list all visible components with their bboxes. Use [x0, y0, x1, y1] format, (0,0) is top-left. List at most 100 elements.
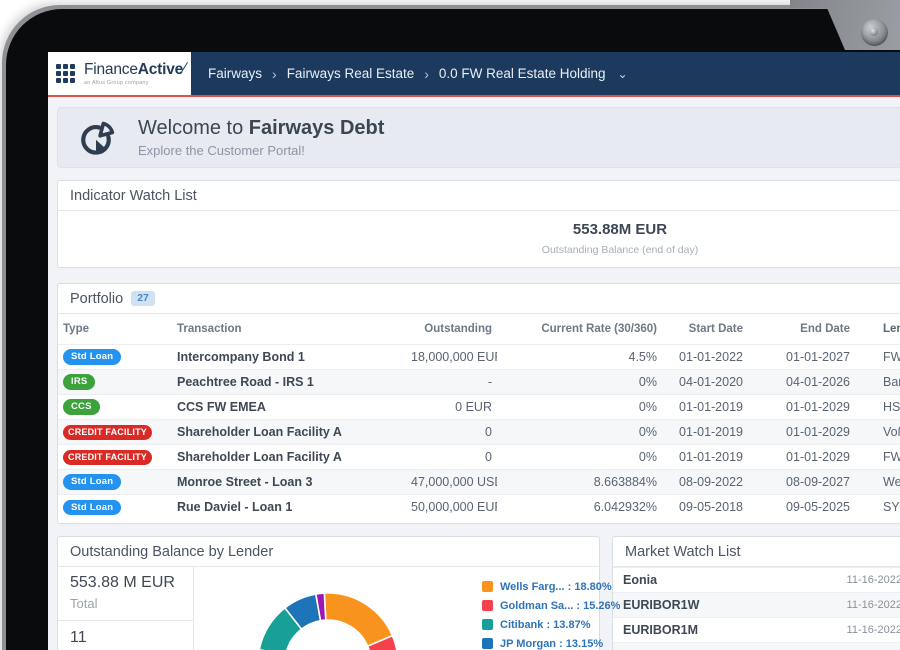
total-outstanding-value: 553.88 M EUR: [70, 574, 175, 591]
indicator-watch-list-body: 553.88M EUR Outstanding Balance (end of …: [58, 211, 900, 267]
lender-name: Voßberg: [855, 418, 900, 444]
legend-swatch: [482, 619, 493, 630]
index-name: EURIBOR1M: [623, 623, 699, 637]
legend-label: Goldman Sa... : 15.26%: [500, 599, 621, 612]
legend-swatch: [482, 600, 493, 611]
column-header-type[interactable]: Type: [63, 322, 89, 335]
legend-item[interactable]: JP Morgan : 13.15%: [482, 634, 620, 650]
end-date: 01-01-2029: [748, 443, 855, 469]
table-row[interactable]: Std Loan Intercompany Bond 1 18,000,000 …: [58, 343, 900, 369]
portfolio-header: Portfolio 27: [58, 284, 900, 314]
start-date: 01-01-2022: [662, 343, 748, 369]
brand-logo[interactable]: FinanceActive∕ an Altus Group company: [84, 60, 186, 87]
legend-item[interactable]: Citibank : 13.87%: [482, 615, 620, 634]
outstanding-value: -: [406, 368, 497, 394]
market-watch-list-title: Market Watch List: [613, 537, 900, 567]
column-header-start-date[interactable]: Start Date: [688, 322, 743, 335]
breadcrumb: Fairways › Fairways Real Estate › 0.0 FW…: [191, 52, 900, 95]
portfolio-table-header-row: Type Transaction Outstanding Current Rat…: [58, 314, 900, 344]
chevron-right-icon: ›: [272, 65, 277, 82]
index-name: EURIBOR1W: [623, 598, 700, 612]
legend-item[interactable]: Wells Farg... : 18.80%: [482, 577, 620, 596]
list-item[interactable]: Eonia 11-16-2022: [613, 567, 900, 592]
indicator-card[interactable]: 553.88M EUR Outstanding Balance (end of …: [510, 221, 730, 256]
list-item[interactable]: EURIBOR1M 11-16-2022: [613, 617, 900, 642]
brand-tagline: an Altus Group company: [84, 80, 149, 87]
indicator-watch-list-panel: Indicator Watch List 553.88M EUR Outstan…: [57, 180, 900, 268]
table-row[interactable]: Std Loan Rue Daviel - Loan 1 50,000,000 …: [58, 493, 900, 519]
lender-name: FW: [855, 343, 900, 369]
type-badge: Std Loan: [63, 349, 122, 365]
breadcrumb-item-holding[interactable]: 0.0 FW Real Estate Holding: [438, 66, 606, 81]
lender-name: Barclays: [855, 368, 900, 394]
index-date: 11-16-2022: [846, 624, 900, 636]
portfolio-title: Portfolio: [70, 290, 124, 307]
logo-container: FinanceActive∕ an Altus Group company: [48, 52, 191, 95]
logo-slash-icon: ∕: [183, 59, 186, 79]
lender-stats: 553.88 M EUR Total 11: [58, 567, 194, 650]
lender-donut-chart[interactable]: [58, 567, 599, 650]
table-row[interactable]: CREDIT FACILITY Shareholder Loan Facilit…: [58, 418, 900, 444]
donut-legend: Wells Farg... : 18.80% Goldman Sa... : 1…: [482, 577, 620, 650]
apps-grid-icon[interactable]: [56, 64, 75, 83]
table-row[interactable]: CREDIT FACILITY Shareholder Loan Facilit…: [58, 443, 900, 469]
portfolio-count-badge: 27: [131, 291, 155, 306]
legend-label: Citibank : 13.87%: [500, 618, 591, 631]
outstanding-value: 0: [406, 418, 497, 444]
column-header-outstanding[interactable]: Outstanding: [424, 322, 492, 335]
balance-by-lender-panel: Outstanding Balance by Lender 553.88 M E…: [57, 536, 620, 650]
column-header-lender[interactable]: Lender: [883, 322, 900, 335]
top-navigation-bar: FinanceActive∕ an Altus Group company Fa…: [48, 52, 900, 95]
end-date: 08-09-2027: [748, 468, 855, 494]
welcome-banner: Welcome to Fairways Debt Explore the Cus…: [57, 107, 900, 168]
start-date: 09-05-2018: [662, 493, 748, 519]
lender-name: HSBC: [855, 393, 900, 419]
transaction-name: CCS FW EMEA: [172, 393, 406, 419]
breadcrumb-item-fairways[interactable]: Fairways: [208, 66, 263, 81]
indicator-value: 553.88M EUR: [572, 221, 668, 238]
portfolio-table: Type Transaction Outstanding Current Rat…: [58, 314, 900, 519]
camera-lens-icon: [861, 19, 888, 46]
end-date: 09-05-2025: [748, 493, 855, 519]
end-date: 01-01-2027: [748, 343, 855, 369]
page-content: Welcome to Fairways Debt Explore the Cus…: [48, 97, 900, 650]
lender-name: Wells Fargo: [855, 468, 900, 494]
column-header-rate[interactable]: Current Rate (30/360): [541, 322, 657, 335]
balance-by-lender-body: 553.88 M EUR Total 11 Wells Farg... : 18…: [58, 567, 620, 650]
outstanding-value: 50,000,000 EUR: [406, 493, 497, 519]
indicator-watch-list-title: Indicator Watch List: [58, 181, 900, 211]
total-label: Total: [70, 596, 98, 611]
column-header-end-date[interactable]: End Date: [800, 322, 850, 335]
rate-value: 0%: [497, 443, 662, 469]
column-header-transaction[interactable]: Transaction: [177, 322, 242, 335]
rate-value: 8.663884%: [497, 468, 662, 494]
end-date: 01-01-2029: [748, 418, 855, 444]
legend-item[interactable]: Goldman Sa... : 15.26%: [482, 596, 620, 615]
table-row[interactable]: Std Loan Monroe Street - Loan 3 47,000,0…: [58, 468, 900, 494]
table-row[interactable]: CCS CCS FW EMEA 0 EUR 0% 01-01-2019 01-0…: [58, 393, 900, 419]
legend-swatch: [482, 581, 493, 592]
list-item[interactable]: EURIBOR1W 11-16-2022: [613, 592, 900, 617]
type-badge: CREDIT FACILITY: [63, 424, 152, 440]
indicator-label: Outstanding Balance (end of day): [541, 244, 699, 256]
outstanding-value: 0 EUR: [406, 393, 497, 419]
outstanding-value: 18,000,000 EUR: [406, 343, 497, 369]
chevron-right-icon: ›: [424, 65, 429, 82]
app-screen: FinanceActive∕ an Altus Group company Fa…: [48, 52, 900, 650]
breadcrumb-item-real-estate[interactable]: Fairways Real Estate: [286, 66, 415, 81]
type-badge: CREDIT FACILITY: [63, 449, 152, 465]
welcome-subtitle: Explore the Customer Portal!: [138, 143, 305, 158]
rate-value: 4.5%: [497, 343, 662, 369]
legend-label: JP Morgan : 13.15%: [500, 637, 604, 650]
legend-swatch: [482, 638, 493, 649]
chevron-down-icon[interactable]: ⌄: [617, 66, 628, 81]
transaction-name: Shareholder Loan Facility A: [172, 418, 406, 444]
table-row[interactable]: IRS Peachtree Road - IRS 1 - 0% 04-01-20…: [58, 368, 900, 394]
portfolio-panel: Portfolio 27 Type Transaction Outstandin…: [57, 283, 900, 524]
legend-label: Wells Farg... : 18.80%: [500, 580, 612, 593]
lender-count-value: 11: [70, 629, 87, 646]
list-item-partial: [613, 642, 900, 650]
outstanding-value: 47,000,000 USD: [406, 468, 497, 494]
start-date: 01-01-2019: [662, 393, 748, 419]
